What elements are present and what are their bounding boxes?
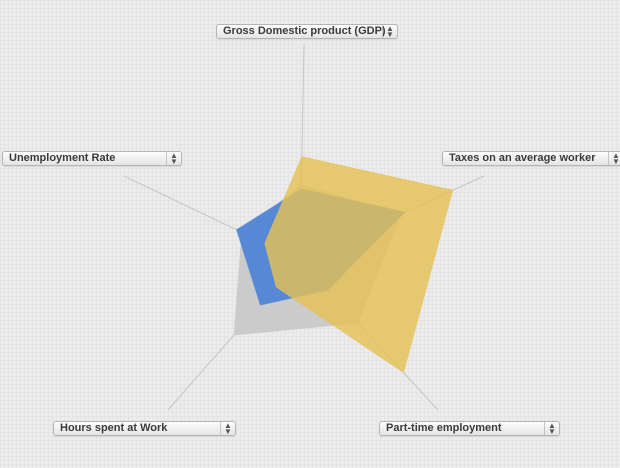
select-label: Gross Domestic product (GDP) bbox=[223, 25, 386, 37]
select-label: Part-time employment bbox=[386, 422, 502, 434]
select-label: Unemployment Rate bbox=[9, 152, 116, 164]
axis-select-bottom-right[interactable]: Part-time employment ▲ ▼ bbox=[379, 421, 560, 436]
radar-series-3 bbox=[264, 156, 454, 374]
axis-select-bottom-left[interactable]: Hours spent at Work ▲ ▼ bbox=[53, 421, 236, 436]
updown-arrows-icon: ▲ ▼ bbox=[166, 152, 181, 165]
updown-arrows-icon: ▲ ▼ bbox=[608, 152, 620, 165]
updown-arrows-icon: ▲ ▼ bbox=[544, 422, 559, 435]
updown-arrows-icon: ▲ ▼ bbox=[382, 25, 397, 38]
axis-select-top-left[interactable]: Unemployment Rate ▲ ▼ bbox=[2, 151, 182, 166]
axis-select-top-right[interactable]: Taxes on an average worker ▲ ▼ bbox=[442, 151, 620, 166]
axis-select-top[interactable]: Gross Domestic product (GDP) ▲ ▼ bbox=[216, 24, 398, 39]
updown-arrows-icon: ▲ ▼ bbox=[220, 422, 235, 435]
select-label: Taxes on an average worker bbox=[449, 152, 596, 164]
select-label: Hours spent at Work bbox=[60, 422, 168, 434]
